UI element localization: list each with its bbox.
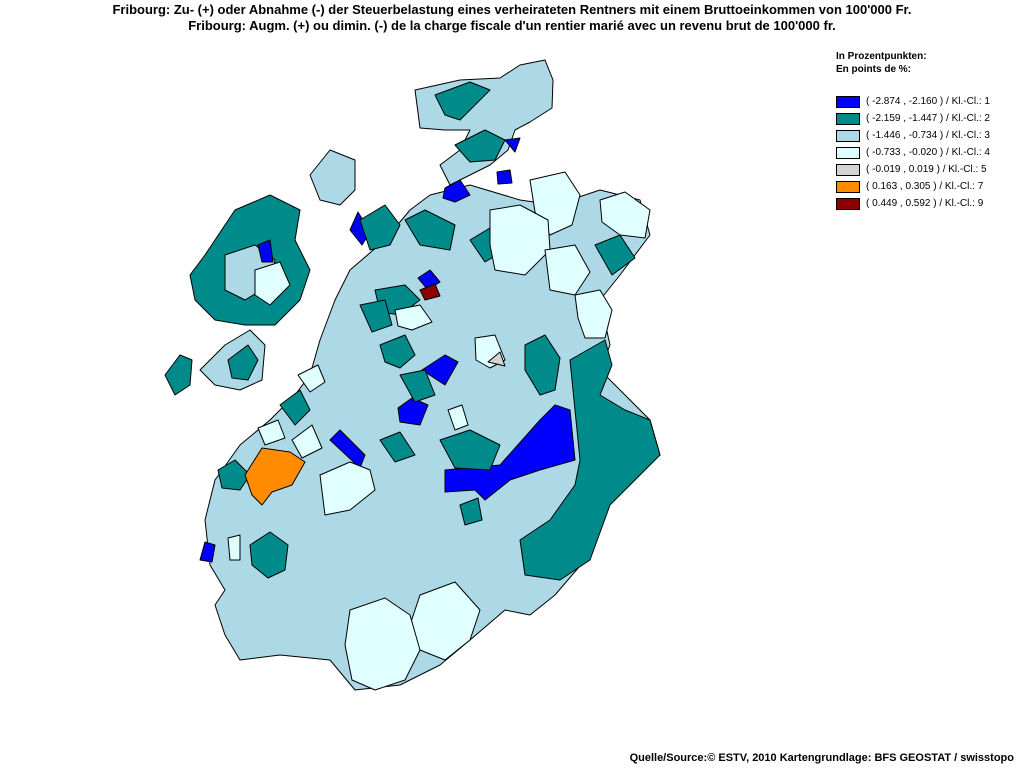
region-teal-mid-1 xyxy=(359,204,401,251)
region-white-center-2 xyxy=(394,304,433,331)
legend-item: ( -1.446 , -0.734 ) / Kl.-Cl.: 3 xyxy=(836,127,1022,144)
region-teal-north-east xyxy=(594,234,636,276)
region-white-ne-2 xyxy=(599,191,651,239)
region-north-blue xyxy=(504,137,521,153)
region-north-teal-2 xyxy=(454,129,506,163)
legend-item: ( 0.449 , 0.592 ) / Kl.-Cl.: 9 xyxy=(836,195,1022,212)
region-north-blue-3 xyxy=(496,169,513,185)
region-teal-mid-4 xyxy=(359,299,393,333)
map-title-french: Fribourg: Augm. (+) ou dimin. (-) de la … xyxy=(188,18,836,33)
region-north-teal xyxy=(434,81,491,121)
region-blue-large xyxy=(444,404,576,501)
region-darkred xyxy=(419,283,441,301)
legend-label: ( -0.019 , 0.019 ) / Kl.-Cl.: 5 xyxy=(866,164,987,175)
region-white-sw-small xyxy=(227,534,241,561)
legend-heading-german: In Prozentpunkten: xyxy=(836,51,927,62)
region-white-e-3 xyxy=(574,289,613,339)
legend-item: ( -2.159 , -1.447 ) / Kl.-Cl.: 2 xyxy=(836,110,1022,127)
region-teal-mid-5 xyxy=(379,334,416,369)
region-teal-west-1 xyxy=(279,389,311,426)
legend-label: ( 0.449 , 0.592 ) / Kl.-Cl.: 9 xyxy=(866,198,984,209)
legend-item: ( -0.733 , -0.020 ) / Kl.-Cl.: 4 xyxy=(836,144,1022,161)
region-small-exclave-2-teal xyxy=(227,344,259,381)
region-north-blue-2 xyxy=(442,179,471,203)
map-legend: In Prozentpunkten: En points de %: ( -2.… xyxy=(836,50,1022,212)
region-teal-mid-8 xyxy=(379,431,416,463)
region-west-exclave-white xyxy=(254,261,291,306)
map-title-german: Fribourg: Zu- (+) oder Abnahme (-) der S… xyxy=(112,2,912,17)
region-white-small xyxy=(447,404,469,431)
region-orange xyxy=(244,447,306,506)
region-teal-west-2 xyxy=(217,459,251,491)
legend-label: ( -2.159 , -1.447 ) / Kl.-Cl.: 2 xyxy=(866,113,990,124)
region-blue-west xyxy=(329,429,366,469)
region-teal-center xyxy=(524,334,561,396)
region-teal-mid-2 xyxy=(404,209,456,251)
region-west-exclave-blue xyxy=(257,239,274,263)
legend-swatch xyxy=(836,95,860,108)
region-blue-center-3 xyxy=(397,397,429,426)
region-exclave-nw xyxy=(309,149,356,206)
legend-label: ( -1.446 , -0.734 ) / Kl.-Cl.: 3 xyxy=(866,130,990,141)
legend-swatch xyxy=(836,146,860,159)
region-white-e-2 xyxy=(544,244,591,296)
region-white-west xyxy=(297,364,326,393)
region-white-west-3 xyxy=(257,419,286,446)
source-credit: Quelle/Source:© ESTV, 2010 Kartengrundla… xyxy=(629,752,1014,764)
region-white-south-2 xyxy=(344,597,421,691)
region-blue-sw xyxy=(199,541,216,563)
region-white-west-2 xyxy=(291,424,323,459)
region-blue-center-2 xyxy=(421,354,459,386)
legend-item: ( -2.874 , -2.160 ) / Kl.-Cl.: 1 xyxy=(836,93,1022,110)
region-teal-mid-9 xyxy=(459,497,483,526)
region-grey xyxy=(487,351,506,367)
region-small-exclave xyxy=(164,354,193,396)
legend-item: ( 0.163 , 0.305 ) / Kl.-Cl.: 7 xyxy=(836,178,1022,195)
region-north xyxy=(414,59,554,186)
legend-item: ( -0.019 , 0.019 ) / Kl.-Cl.: 5 xyxy=(836,161,1022,178)
region-white-center-3 xyxy=(319,461,376,516)
region-white-e xyxy=(489,204,551,276)
region-teal-sw xyxy=(249,531,289,579)
legend-swatch xyxy=(836,180,860,193)
legend-swatch xyxy=(836,163,860,176)
legend-swatch xyxy=(836,129,860,142)
legend-swatch xyxy=(836,112,860,125)
legend-label: ( -2.874 , -2.160 ) / Kl.-Cl.: 1 xyxy=(866,96,990,107)
legend-items: ( -2.874 , -2.160 ) / Kl.-Cl.: 1 ( -2.159… xyxy=(836,93,1022,212)
legend-swatch xyxy=(836,197,860,210)
region-teal-mid-7 xyxy=(439,429,501,471)
region-teal-mid-6 xyxy=(399,369,436,403)
region-teal-east xyxy=(519,339,661,581)
legend-label: ( 0.163 , 0.305 ) / Kl.-Cl.: 7 xyxy=(866,181,984,192)
legend-heading-french: En points de %: xyxy=(836,64,911,75)
legend-label: ( -0.733 , -0.020 ) / Kl.-Cl.: 4 xyxy=(866,147,990,158)
